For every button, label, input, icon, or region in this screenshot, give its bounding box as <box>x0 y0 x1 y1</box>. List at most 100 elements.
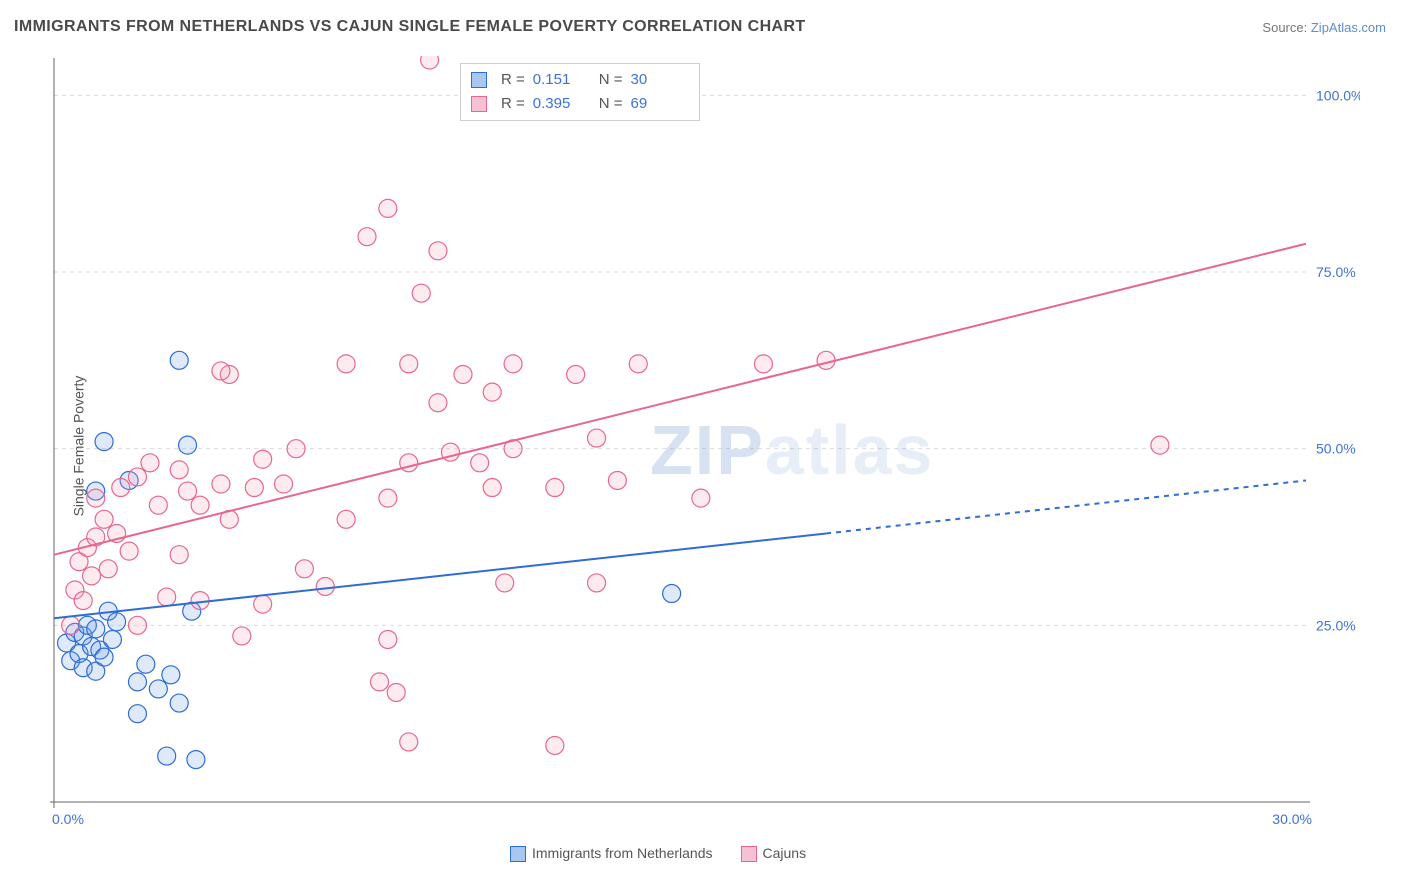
data-point-cajuns <box>87 489 105 507</box>
data-point-cajuns <box>454 365 472 383</box>
data-point-cajuns <box>120 542 138 560</box>
data-point-cajuns <box>295 560 313 578</box>
source-link[interactable]: ZipAtlas.com <box>1311 20 1386 35</box>
data-point-cajuns <box>429 394 447 412</box>
data-point-cajuns <box>337 355 355 373</box>
data-point-cajuns <box>692 489 710 507</box>
data-point-netherlands <box>158 747 176 765</box>
correlation-legend-box: R = 0.151 N = 30 R = 0.395 N = 69 <box>460 63 700 121</box>
correlation-legend-row: R = 0.395 N = 69 <box>471 92 689 116</box>
regression-line-netherlands <box>54 533 826 618</box>
legend-r-value: 0.395 <box>533 92 591 116</box>
y-tick-label: 100.0% <box>1316 87 1360 103</box>
series-legend: Immigrants from Netherlands Cajuns <box>510 845 806 862</box>
data-point-cajuns <box>254 595 272 613</box>
regression-line-cajuns <box>54 244 1306 555</box>
data-point-netherlands <box>95 648 113 666</box>
source-label: Source: <box>1262 20 1307 35</box>
data-point-cajuns <box>112 479 130 497</box>
correlation-chart: 25.0% 50.0% 75.0% 100.0% 0.0% 30.0% <box>50 56 1360 832</box>
data-point-cajuns <box>567 365 585 383</box>
data-point-cajuns <box>212 362 230 380</box>
data-point-cajuns <box>400 733 418 751</box>
data-point-netherlands <box>149 680 167 698</box>
x-tick-label: 0.0% <box>52 811 84 827</box>
series-legend-item: Immigrants from Netherlands <box>510 845 713 862</box>
data-point-cajuns <box>141 454 159 472</box>
data-point-netherlands <box>187 751 205 769</box>
data-point-cajuns <box>429 242 447 260</box>
data-point-cajuns <box>588 429 606 447</box>
data-point-cajuns <box>754 355 772 373</box>
data-point-netherlands <box>179 436 197 454</box>
legend-r-value: 0.151 <box>533 68 591 92</box>
data-point-cajuns <box>128 616 146 634</box>
data-point-netherlands <box>128 705 146 723</box>
data-point-cajuns <box>504 355 522 373</box>
y-tick-label: 50.0% <box>1316 441 1356 457</box>
data-point-cajuns <box>546 479 564 497</box>
correlation-legend-row: R = 0.151 N = 30 <box>471 68 689 92</box>
legend-swatch <box>471 72 487 88</box>
legend-n-label: N = <box>599 92 623 116</box>
data-point-cajuns <box>191 496 209 514</box>
data-point-netherlands <box>162 666 180 684</box>
data-point-cajuns <box>496 574 514 592</box>
data-point-netherlands <box>663 585 681 603</box>
data-point-cajuns <box>95 510 113 528</box>
y-tick-label: 75.0% <box>1316 264 1356 280</box>
legend-swatch <box>510 846 526 862</box>
data-point-cajuns <box>245 479 263 497</box>
data-point-cajuns <box>358 228 376 246</box>
data-point-cajuns <box>287 440 305 458</box>
data-point-netherlands <box>87 620 105 638</box>
data-point-cajuns <box>379 489 397 507</box>
data-point-cajuns <box>128 468 146 486</box>
data-point-netherlands <box>108 613 126 631</box>
data-point-netherlands <box>128 673 146 691</box>
legend-n-label: N = <box>599 68 623 92</box>
series-legend-item: Cajuns <box>741 845 807 862</box>
data-point-cajuns <box>149 496 167 514</box>
data-point-cajuns <box>74 592 92 610</box>
data-point-cajuns <box>379 630 397 648</box>
data-point-cajuns <box>400 355 418 373</box>
data-point-cajuns <box>99 560 117 578</box>
regression-line-netherlands-extrapolated <box>826 480 1306 533</box>
data-point-netherlands <box>103 630 121 648</box>
data-point-cajuns <box>62 616 80 634</box>
data-point-cajuns <box>629 355 647 373</box>
data-point-cajuns <box>471 454 489 472</box>
series-legend-label: Immigrants from Netherlands <box>532 845 713 861</box>
data-point-cajuns <box>212 475 230 493</box>
series-legend-label: Cajuns <box>763 845 807 861</box>
data-point-cajuns <box>170 546 188 564</box>
data-point-netherlands <box>95 433 113 451</box>
data-point-cajuns <box>483 383 501 401</box>
legend-r-label: R = <box>501 68 525 92</box>
data-point-cajuns <box>316 577 334 595</box>
data-point-cajuns <box>379 199 397 217</box>
data-point-netherlands <box>137 655 155 673</box>
x-tick-label: 30.0% <box>1272 811 1312 827</box>
data-point-cajuns <box>421 56 439 69</box>
data-point-netherlands <box>170 694 188 712</box>
legend-r-label: R = <box>501 92 525 116</box>
data-point-cajuns <box>546 736 564 754</box>
legend-swatch <box>741 846 757 862</box>
data-point-cajuns <box>275 475 293 493</box>
legend-swatch <box>471 96 487 112</box>
data-point-cajuns <box>483 479 501 497</box>
data-point-cajuns <box>179 482 197 500</box>
y-tick-label: 25.0% <box>1316 617 1356 633</box>
data-point-cajuns <box>608 471 626 489</box>
data-point-cajuns <box>254 450 272 468</box>
data-point-cajuns <box>83 567 101 585</box>
legend-n-value: 69 <box>631 92 689 116</box>
data-point-cajuns <box>170 461 188 479</box>
data-point-cajuns <box>387 683 405 701</box>
data-point-cajuns <box>588 574 606 592</box>
legend-n-value: 30 <box>631 68 689 92</box>
data-point-cajuns <box>1151 436 1169 454</box>
data-point-cajuns <box>412 284 430 302</box>
